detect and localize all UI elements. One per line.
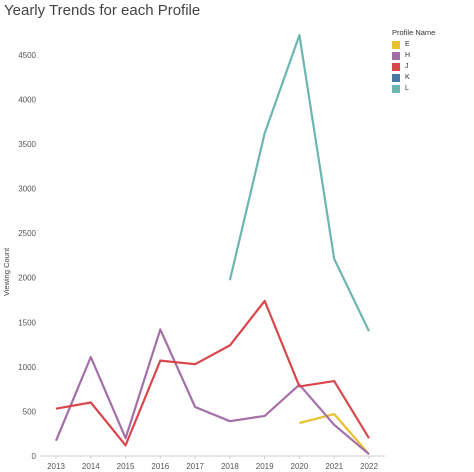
legend-label: H (405, 52, 411, 59)
y-tick-label: 500 (23, 407, 37, 416)
legend-label: K (405, 74, 410, 81)
y-tick-label: 4500 (18, 51, 36, 60)
legend-item-K[interactable]: K (392, 72, 435, 83)
x-tick-label: 2014 (82, 462, 100, 471)
x-tick-label: 2013 (47, 462, 65, 471)
series-line-H (54, 328, 370, 456)
y-tick-label: 1500 (18, 318, 36, 327)
y-tick-label: 3000 (18, 185, 36, 194)
legend-item-H[interactable]: H (392, 50, 435, 61)
legend-item-J[interactable]: J (392, 61, 435, 72)
legend-item-E[interactable]: E (392, 39, 435, 50)
series-line-E (299, 413, 370, 455)
legend-label: E (405, 41, 410, 48)
x-tick-label: 2016 (151, 462, 169, 471)
y-tick-label: 4000 (18, 95, 36, 104)
y-axis-label: Viewing Count (2, 247, 11, 296)
y-tick-label: 2500 (18, 229, 36, 238)
x-tick-label: 2018 (221, 462, 239, 471)
x-tick-label: 2019 (256, 462, 274, 471)
y-tick-label: 2000 (18, 274, 36, 283)
series-line-L (228, 34, 370, 332)
legend-item-L[interactable]: L (392, 83, 435, 94)
y-tick-label: 0 (32, 452, 37, 461)
y-tick-label: 3500 (18, 140, 36, 149)
y-tick-label: 1000 (18, 363, 36, 372)
x-tick-label: 2020 (291, 462, 309, 471)
legend-title: Profile Name (392, 28, 436, 37)
x-tick-label: 2022 (360, 462, 378, 471)
legend-swatch (392, 40, 400, 49)
x-tick-label: 2021 (325, 462, 343, 471)
legend-label: J (405, 63, 409, 70)
series-lines (54, 34, 370, 456)
legend-swatch (392, 62, 400, 71)
series-line-J (55, 299, 370, 447)
legend-swatch (392, 84, 400, 93)
axes: 0 500 1000 1500 2000 2500 3000 3500 4000 4500 2013… (2, 51, 385, 471)
legend-swatch (392, 51, 400, 60)
legend-label: L (405, 85, 409, 92)
x-tick-label: 2015 (117, 462, 135, 471)
x-tick-label: 2017 (186, 462, 204, 471)
legend-swatch (392, 73, 400, 82)
chart-title: Yearly Trends for each Profile (4, 2, 201, 19)
